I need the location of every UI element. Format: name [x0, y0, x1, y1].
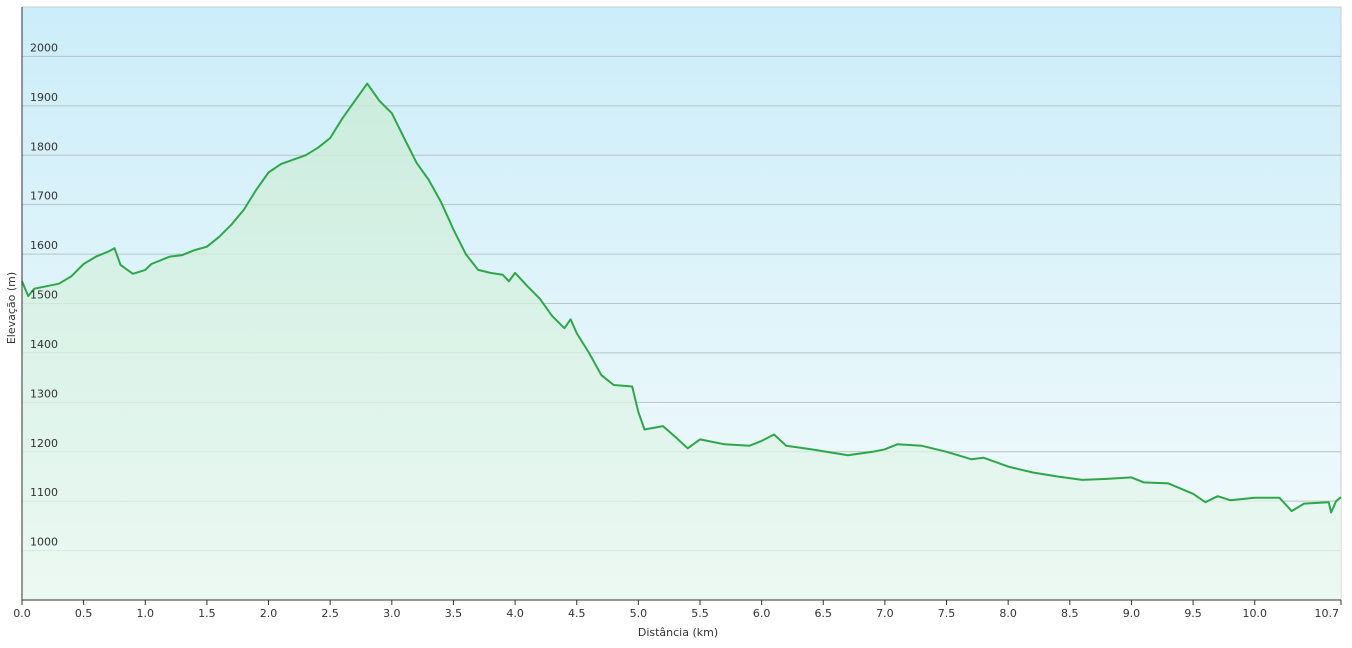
x-tick-label: 5.5: [691, 607, 709, 620]
y-tick-label: 1600: [30, 239, 58, 252]
x-tick-label: 5.0: [630, 607, 648, 620]
x-tick-label: 10.7: [1315, 607, 1340, 620]
x-tick-label: 0.5: [75, 607, 93, 620]
x-tick-label: 9.5: [1184, 607, 1202, 620]
x-tick-label: 3.0: [383, 607, 401, 620]
y-axis-label: Elevação (m): [5, 272, 18, 344]
x-axis-label: Distância (km): [638, 626, 718, 639]
y-tick-label: 1100: [30, 486, 58, 499]
y-tick-label: 1300: [30, 387, 58, 400]
y-tick-label: 1900: [30, 91, 58, 104]
x-tick-label: 3.5: [445, 607, 463, 620]
y-tick-label: 2000: [30, 41, 58, 54]
elevation-line: [21, 82, 1342, 514]
x-tick-label: 4.5: [568, 607, 586, 620]
x-tick-label: 7.5: [938, 607, 956, 620]
y-tick-label: 1700: [30, 190, 58, 203]
x-tick-label: 4.0: [506, 607, 524, 620]
x-tick-label: 9.0: [1123, 607, 1141, 620]
y-tick-label: 1000: [30, 536, 58, 549]
y-tick-label: 1500: [30, 289, 58, 302]
x-tick-label: 0.0: [13, 607, 31, 620]
x-tick-label: 2.0: [260, 607, 278, 620]
x-tick-label: 2.5: [321, 607, 339, 620]
x-tick-label: 6.0: [753, 607, 771, 620]
y-tick-label: 1200: [30, 437, 58, 450]
y-tick-label: 1400: [30, 338, 58, 351]
x-tick-label: 1.0: [137, 607, 155, 620]
x-tick-label: 7.0: [876, 607, 894, 620]
x-tick-label: 6.5: [815, 607, 833, 620]
x-tick-label: 8.5: [1061, 607, 1079, 620]
area-fill: [22, 83, 1341, 601]
x-tick-label: 10.0: [1242, 607, 1267, 620]
y-tick-label: 1800: [30, 140, 58, 153]
x-tick-label: 1.5: [198, 607, 216, 620]
x-tick-label: 8.0: [999, 607, 1017, 620]
